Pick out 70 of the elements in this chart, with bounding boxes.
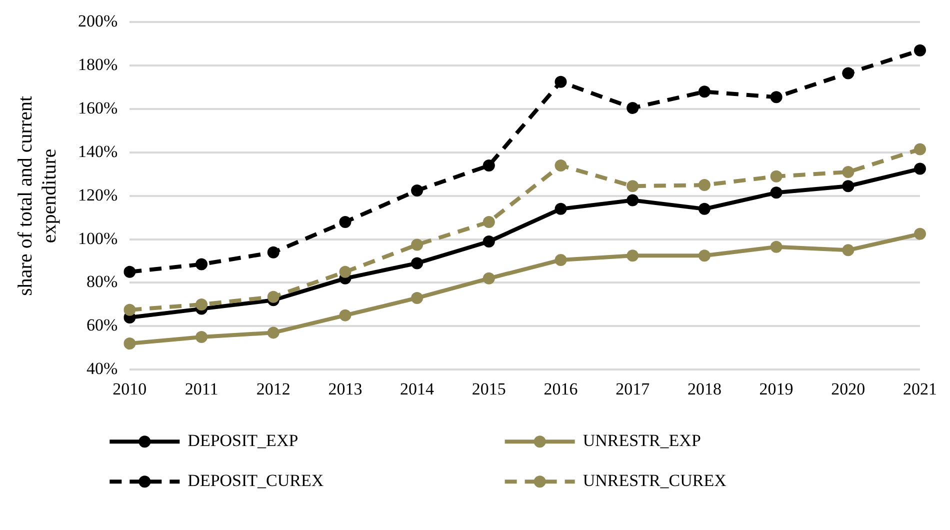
point	[554, 202, 567, 215]
point	[411, 184, 424, 196]
point	[842, 166, 854, 178]
x-tick-label: 2012	[256, 379, 290, 398]
point	[626, 194, 639, 206]
point	[626, 102, 639, 114]
point	[914, 162, 926, 175]
point	[914, 143, 926, 156]
y-tick-label: 120%	[78, 185, 118, 204]
point	[698, 250, 710, 262]
point	[267, 246, 280, 258]
y-axis-title: share of total and current expenditure	[14, 96, 60, 296]
x-tick-label: 2015	[472, 379, 506, 398]
point	[196, 298, 208, 310]
point	[842, 180, 854, 192]
point	[770, 170, 782, 182]
point	[411, 238, 424, 251]
point	[626, 250, 639, 262]
x-tick-label: 2018	[687, 379, 722, 398]
point	[770, 91, 782, 104]
point	[267, 326, 280, 339]
point	[626, 180, 639, 192]
point	[482, 272, 495, 284]
legend-label: DEPOSIT_CUREX	[188, 471, 324, 490]
point	[482, 160, 495, 172]
point	[411, 257, 424, 270]
point	[554, 76, 567, 88]
point	[842, 244, 854, 256]
y-tick-label: 180%	[78, 55, 118, 74]
x-tick-label: 2021	[903, 379, 937, 398]
y-tick-label: 80%	[86, 272, 118, 292]
point	[482, 235, 495, 248]
x-tick-label: 2011	[184, 379, 218, 398]
x-tick-label: 2010	[112, 379, 147, 398]
x-tick-label: 2013	[328, 379, 362, 398]
legend-label: DEPOSIT_EXP	[188, 431, 298, 450]
x-tick-label: 2019	[759, 379, 794, 398]
point	[124, 266, 136, 278]
point	[698, 86, 710, 98]
point	[770, 240, 782, 253]
y-tick-label: 200%	[78, 12, 118, 31]
point	[339, 266, 352, 278]
point	[124, 338, 136, 350]
point	[554, 160, 567, 172]
x-tick-label: 2020	[831, 379, 866, 398]
point	[914, 44, 926, 56]
point	[124, 304, 136, 316]
x-tick-label: 2016	[544, 379, 578, 398]
point	[267, 290, 280, 303]
point	[554, 254, 567, 266]
y-tick-label: 100%	[78, 228, 118, 248]
x-tick-label: 2017	[616, 379, 650, 398]
y-tick-label: 60%	[86, 316, 118, 335]
point	[770, 186, 782, 199]
point	[914, 228, 926, 240]
point	[411, 292, 424, 304]
point	[196, 258, 208, 270]
point	[339, 216, 352, 228]
point	[482, 216, 495, 228]
x-tick-label: 2014	[400, 379, 435, 398]
y-tick-label: 40%	[86, 359, 118, 378]
point	[339, 309, 352, 322]
point	[842, 67, 854, 80]
legend-label: UNRESTR_CUREX	[582, 471, 726, 490]
point	[196, 331, 208, 344]
point	[698, 179, 710, 192]
y-tick-label: 140%	[78, 142, 118, 161]
legend-label: UNRESTR_EXP	[582, 431, 701, 450]
point	[698, 202, 710, 215]
y-tick-label: 160%	[78, 98, 118, 118]
